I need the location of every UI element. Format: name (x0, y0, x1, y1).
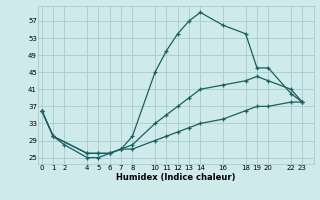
X-axis label: Humidex (Indice chaleur): Humidex (Indice chaleur) (116, 173, 236, 182)
